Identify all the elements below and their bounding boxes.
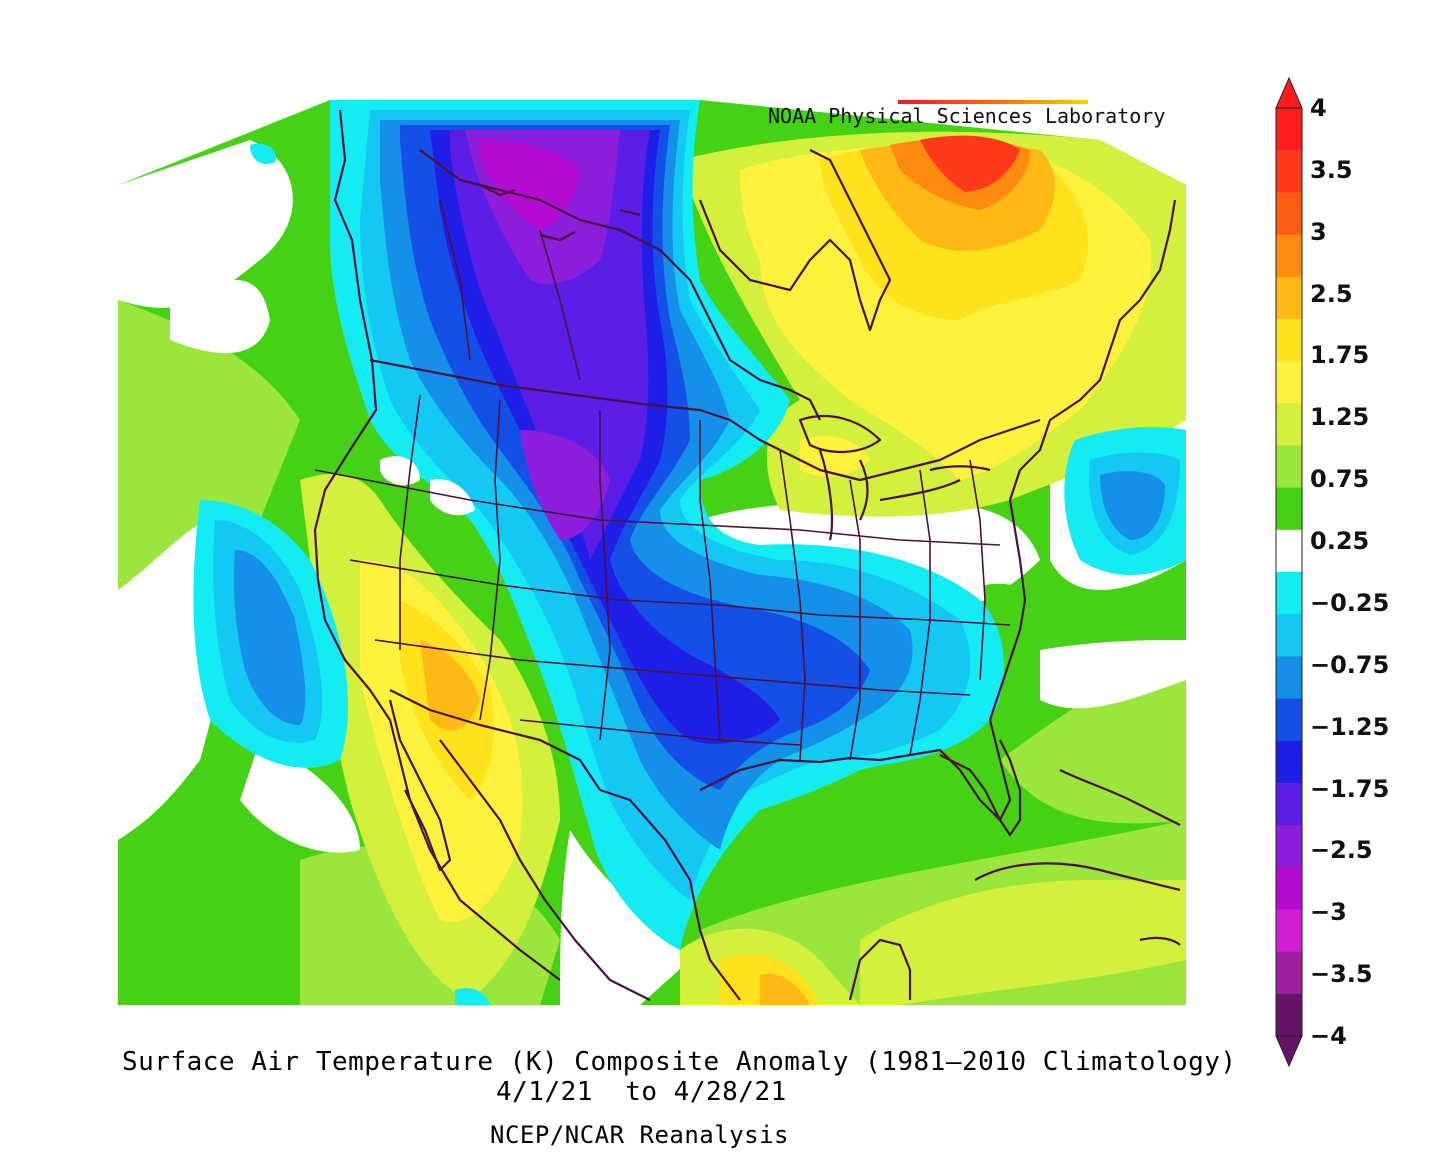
colorbar-frame (1275, 107, 1303, 1037)
colorbar-swatch (1276, 993, 1302, 1037)
colorbar-swatch (1276, 698, 1302, 742)
caption-source: NCEP/NCAR Reanalysis (490, 1121, 789, 1149)
anomaly-field (118, 100, 1186, 1005)
caption-dates: 4/1/21 to 4/28/21 (496, 1077, 787, 1107)
colorbar-swatch (1276, 825, 1302, 868)
caption-title: Surface Air Temperature (K) Composite An… (122, 1047, 1237, 1077)
colorbar-tick-label: −4 (1310, 1022, 1347, 1050)
colorbar-tick-label: −1.25 (1310, 712, 1390, 741)
colorbar (1275, 76, 1303, 1068)
colorbar-swatch (1276, 656, 1302, 700)
colorbar-tick-label: 4 (1310, 94, 1327, 122)
colorbar-tick-label: 0.25 (1310, 527, 1370, 556)
colorbar-swatch (1276, 614, 1302, 657)
colorbar-swatch (1276, 150, 1302, 193)
colorbar-swatch (1276, 403, 1302, 446)
boundaries (313, 109, 1181, 1001)
colorbar-swatch (1276, 108, 1302, 151)
colorbar-tick-label: −0.25 (1310, 588, 1390, 617)
colorbar-top-arrow (1275, 76, 1303, 109)
colorbar-tick-label: −2.5 (1310, 836, 1373, 865)
colorbar-swatch (1276, 445, 1302, 489)
colorbar-swatch (1276, 951, 1302, 995)
colorbar-swatch (1276, 192, 1302, 236)
colorbar-swatch (1276, 909, 1302, 953)
colorbar-swatch (1276, 572, 1302, 615)
credit-underline (898, 100, 1088, 104)
colorbar-swatch (1276, 318, 1302, 362)
colorbar-tick-label: −0.75 (1310, 650, 1390, 679)
colorbar-swatch (1276, 529, 1302, 573)
colorbar-tick-label: −3 (1310, 898, 1347, 927)
credit-label: NOAA Physical Sciences Laboratory (768, 104, 1166, 128)
colorbar-swatch (1276, 782, 1302, 826)
colorbar-swatch (1276, 740, 1302, 784)
colorbar-swatch (1276, 276, 1302, 320)
colorbar-tick-label: 1.75 (1310, 341, 1370, 370)
colorbar-tick-label: 0.75 (1310, 465, 1370, 494)
colorbar-swatch (1276, 487, 1302, 531)
colorbar-swatch (1276, 361, 1302, 404)
colorbar-tick-label: −1.75 (1310, 774, 1390, 803)
colorbar-bottom-arrow (1275, 1035, 1303, 1068)
colorbar-tick-label: 3.5 (1310, 155, 1353, 184)
colorbar-tick-label: −3.5 (1310, 960, 1373, 989)
colorbar-tick-label: 1.25 (1310, 403, 1370, 432)
colorbar-swatch (1276, 234, 1302, 278)
state-lines (314, 199, 1011, 761)
colorbar-tick-label: 2.5 (1310, 279, 1353, 308)
colorbar-swatch (1276, 867, 1302, 910)
colorbar-tick-label: 3 (1310, 217, 1327, 246)
